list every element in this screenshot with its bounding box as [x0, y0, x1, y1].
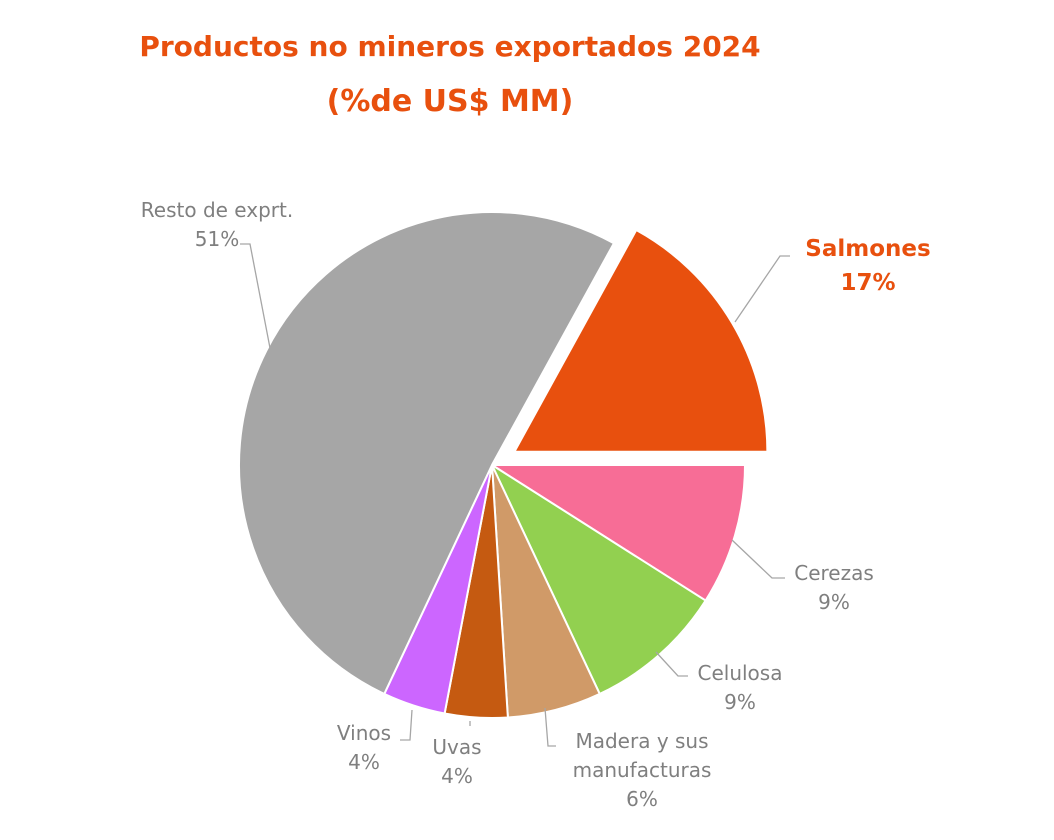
pie-slice-resto-de-exprt-	[238, 211, 616, 696]
leader-line	[544, 707, 556, 747]
pie-slices	[238, 211, 769, 719]
leader-line	[734, 255, 790, 323]
slice-labels: Salmones 17% Cerezas 9%Celulosa 9% Madera y s…	[141, 198, 931, 811]
leader-line	[400, 709, 413, 741]
pie-slice-cerezas	[488, 464, 747, 602]
leader-line	[655, 651, 688, 677]
slice-label: Vinos 4%	[337, 721, 391, 774]
pie-slice-salmones	[512, 228, 769, 453]
slice-label: Madera y sus manufacturas 6%	[573, 729, 712, 811]
leader-lines	[240, 243, 790, 747]
leader-line	[240, 243, 271, 349]
slice-label: Resto de exprt. 51%	[141, 198, 293, 251]
chart-title: Productos no mineros exportados 2024	[139, 30, 761, 63]
slice-label: Uvas 4%	[432, 735, 481, 788]
slice-label: Salmones 17%	[805, 236, 930, 296]
chart-subtitle: (%de US$ MM)	[326, 84, 574, 119]
leader-line	[731, 539, 785, 579]
slice-label: Celulosa 9%	[698, 661, 783, 714]
slice-label: Cerezas 9%	[794, 561, 874, 614]
